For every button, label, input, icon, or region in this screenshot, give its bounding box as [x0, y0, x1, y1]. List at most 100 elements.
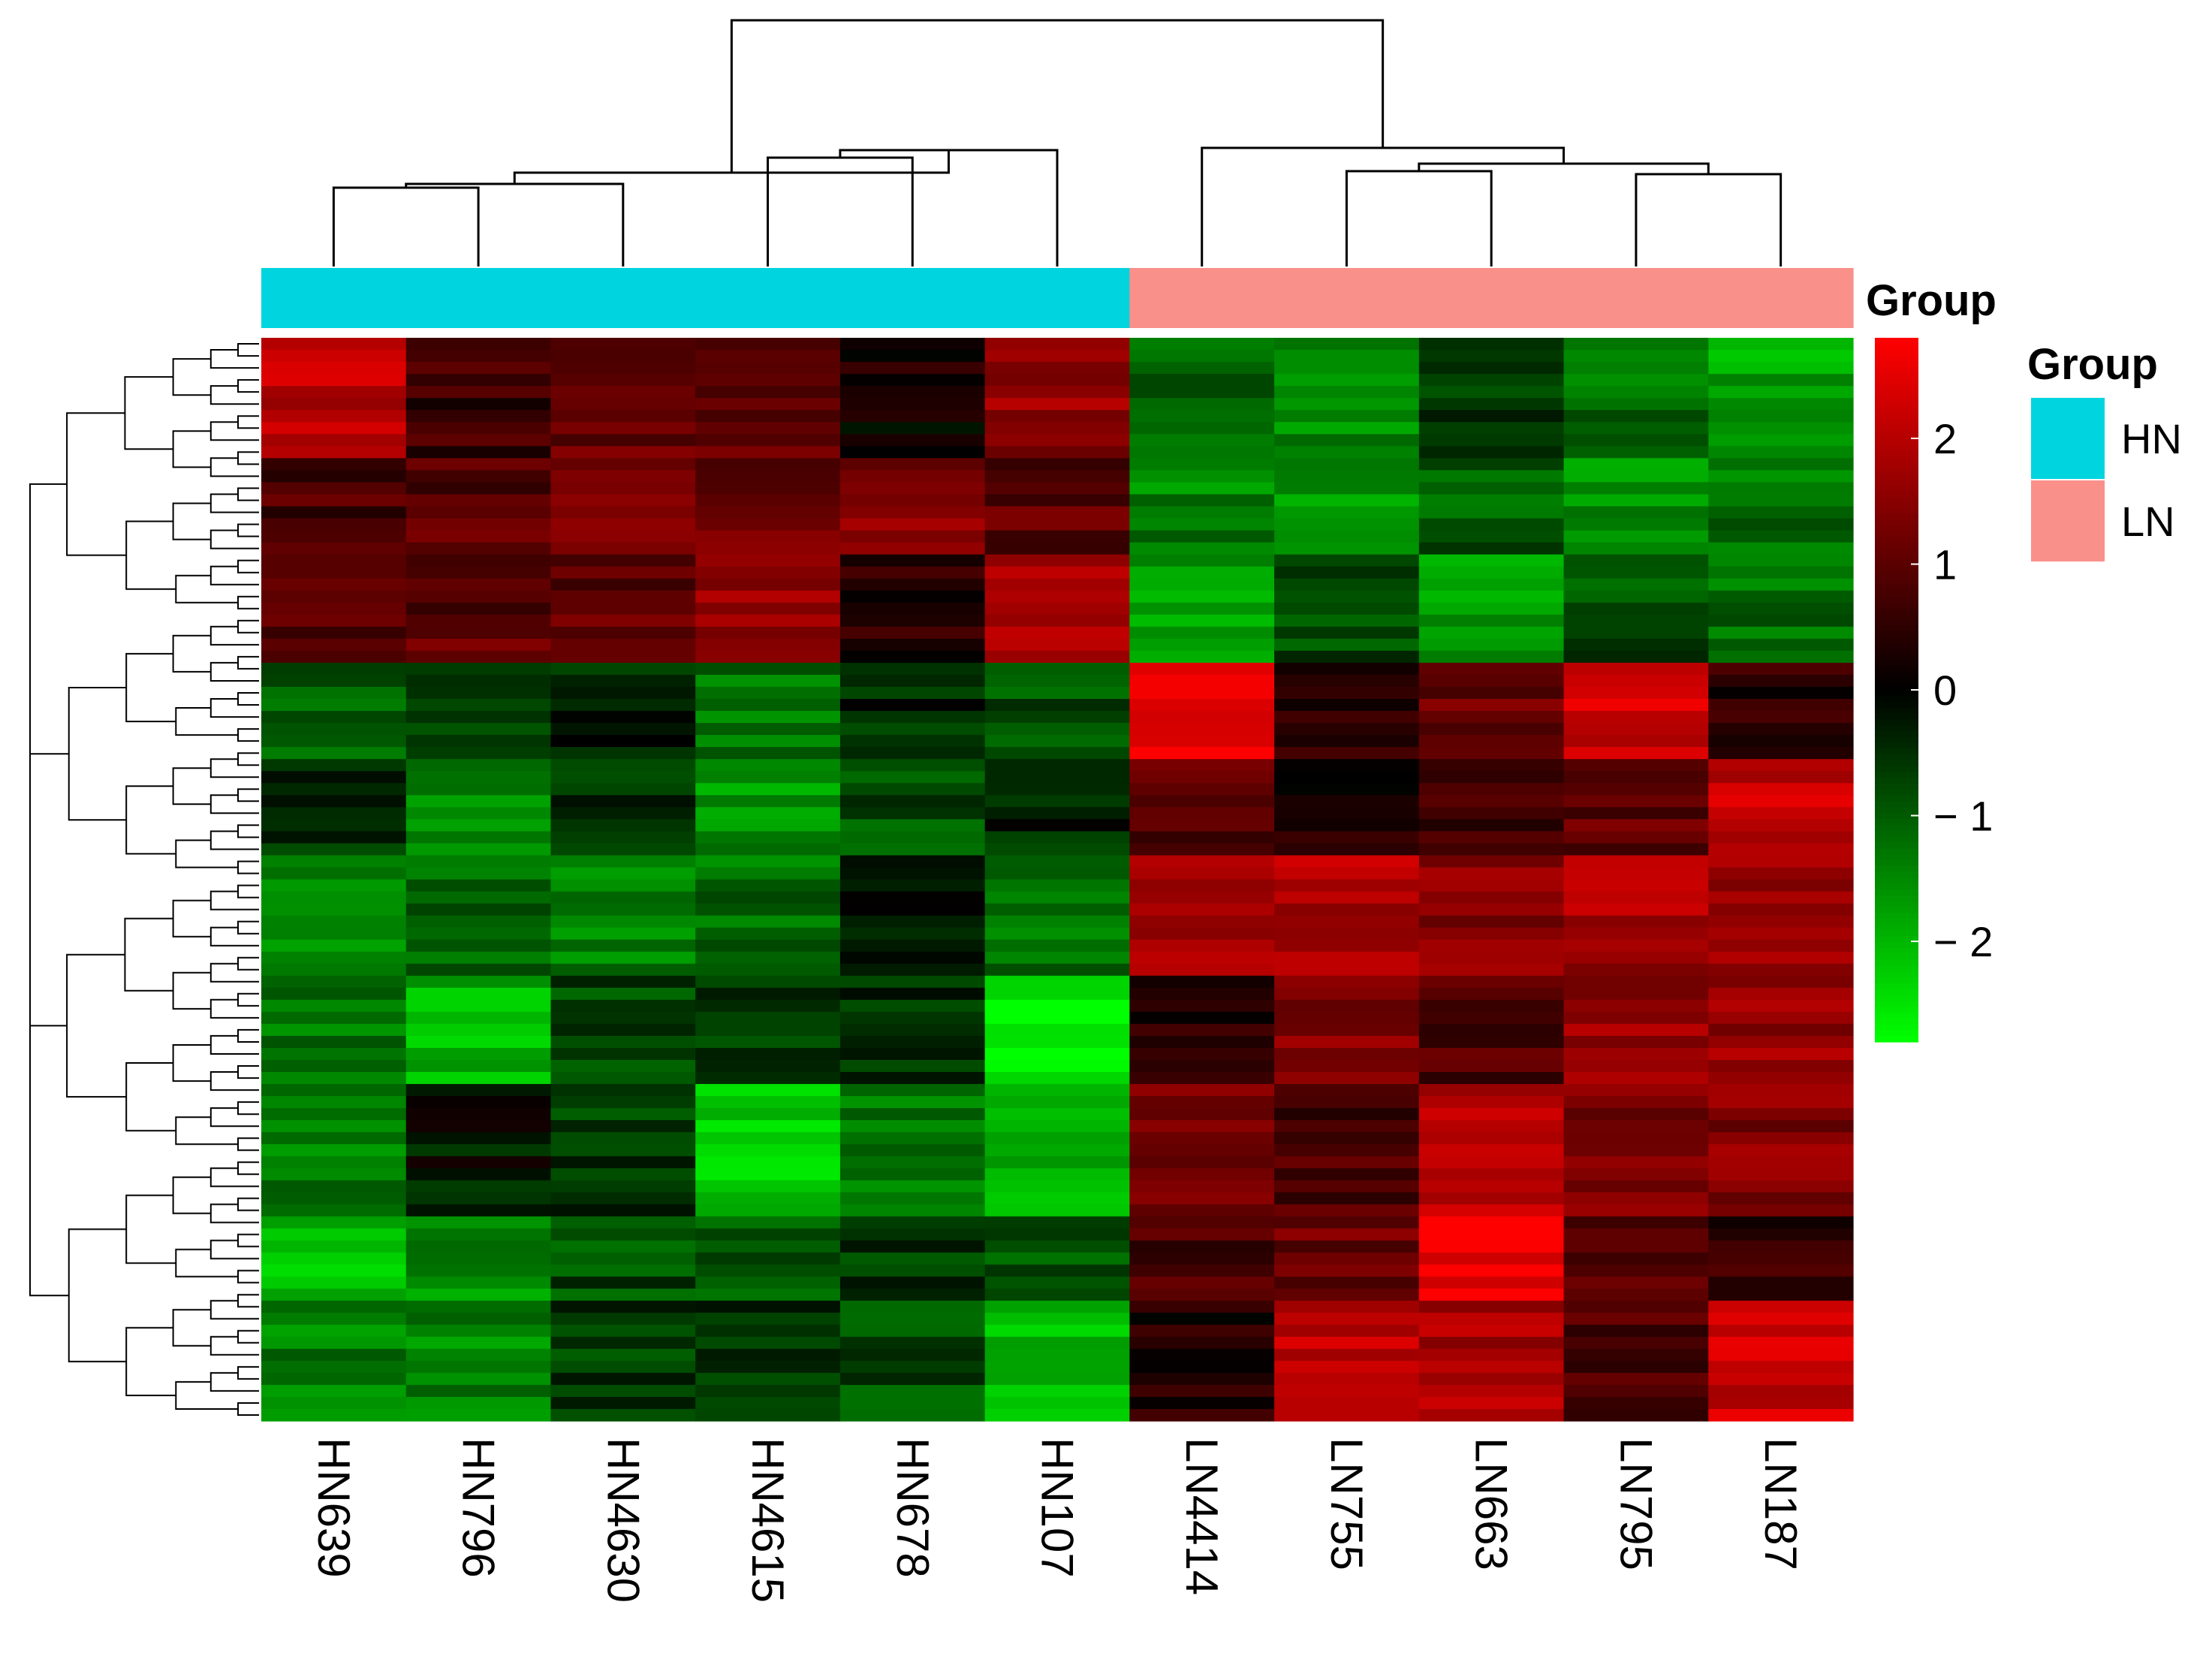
heatmap-cell [550, 771, 696, 784]
heatmap-cell [984, 338, 1130, 351]
color-scale-step [1875, 478, 1918, 486]
heatmap-cell [695, 1336, 841, 1350]
dendrogram-branch [209, 794, 259, 814]
heatmap-cell [1274, 1372, 1420, 1386]
heatmap-cell [695, 1060, 841, 1073]
heatmap-cell [839, 1120, 986, 1133]
color-scale-step [1875, 813, 1918, 820]
heatmap-cell [405, 939, 552, 953]
color-scale-step [1875, 426, 1918, 432]
heatmap-cell [984, 530, 1130, 543]
heatmap-cell [405, 1192, 552, 1205]
color-scale-step [1875, 736, 1918, 743]
color-scale-step [1875, 730, 1918, 738]
heatmap-cell [1274, 446, 1420, 459]
heatmap-cell [1563, 963, 1709, 977]
heatmap-cell [1418, 410, 1565, 423]
sample-label: HN796 [454, 1438, 504, 1578]
heatmap-cell [1708, 951, 1854, 965]
heatmap-cell [984, 903, 1130, 917]
heatmap-cell [1274, 747, 1420, 760]
color-scale-step [1875, 977, 1918, 984]
dendrogram-branch [209, 890, 259, 911]
color-scale-tick-label: 0 [1933, 667, 1957, 714]
color-scale-step [1875, 484, 1918, 491]
heatmap-cell [1129, 891, 1275, 905]
heatmap-cell [1563, 735, 1709, 748]
heatmap-cell [1708, 1144, 1854, 1157]
heatmap-cell [1129, 1023, 1275, 1037]
heatmap-cell [1708, 1060, 1854, 1073]
heatmap-cell [839, 578, 986, 592]
heatmap-cell [1418, 350, 1565, 363]
heatmap-cell [1274, 542, 1420, 555]
dendrogram-branch [209, 698, 259, 718]
heatmap-cell [1129, 747, 1275, 760]
heatmap-cell [984, 1023, 1130, 1037]
heatmap-cell [1563, 530, 1709, 543]
heatmap-cell [1129, 1372, 1275, 1386]
heatmap-cell [261, 434, 407, 447]
heatmap-cell [1708, 1300, 1854, 1314]
color-scale-step [1875, 367, 1918, 374]
group-bar-segment [1563, 268, 1709, 328]
heatmap-cell [1708, 506, 1854, 519]
color-scale-step [1875, 701, 1918, 709]
heatmap-cell [1274, 999, 1420, 1013]
heatmap-cell [1274, 350, 1420, 363]
heatmap-cell [695, 1348, 841, 1362]
heatmap-cell [1274, 1204, 1420, 1218]
heatmap-cell [550, 470, 696, 483]
heatmap-cell [1418, 747, 1565, 760]
heatmap-cell [261, 1084, 407, 1097]
sample-label: HN107 [1032, 1438, 1083, 1578]
heatmap-cell [839, 1192, 986, 1205]
heatmap-cell [1274, 951, 1420, 965]
heatmap-cell [1418, 1408, 1565, 1422]
heatmap-cell [695, 434, 841, 447]
heatmap-cell [405, 542, 552, 555]
heatmap-cell [1418, 1132, 1565, 1145]
heatmap-cell [1708, 831, 1854, 844]
heatmap-cell [261, 638, 407, 652]
heatmap-cell [695, 1192, 841, 1205]
heatmap-cell [261, 1072, 407, 1085]
heatmap-cell [1418, 1120, 1565, 1133]
heatmap-cell [1129, 855, 1275, 869]
heatmap-cell [1418, 843, 1565, 857]
heatmap-cell [261, 1240, 407, 1254]
heatmap-cell [984, 422, 1130, 435]
color-scale-step [1875, 531, 1918, 538]
heatmap-cell [839, 1144, 986, 1157]
dendrogram-branch [68, 1228, 127, 1362]
color-scale-step [1875, 959, 1918, 966]
color-scale-step [1875, 1030, 1918, 1037]
heatmap-cell [984, 1240, 1130, 1254]
heatmap-cell [695, 819, 841, 832]
heatmap-cell [1418, 1252, 1565, 1266]
heatmap-cell [1129, 1288, 1275, 1302]
heatmap-cell [261, 903, 407, 917]
heatmap-cell [405, 650, 552, 664]
heatmap-cell [1129, 1035, 1275, 1049]
heatmap-cell [1708, 855, 1854, 869]
heatmap-cell [550, 747, 696, 760]
heatmap-cell [695, 903, 841, 917]
color-scale-step [1875, 519, 1918, 526]
heatmap-cell [839, 602, 986, 616]
heatmap-cell [1563, 1396, 1709, 1410]
group-bar-segment [1708, 268, 1854, 328]
color-scale-step [1875, 795, 1918, 802]
heatmap-cell [1418, 1023, 1565, 1037]
color-scale-step [1875, 619, 1918, 626]
heatmap-cell [1129, 458, 1275, 471]
heatmap-cell [1708, 566, 1854, 580]
heatmap-cell [839, 1276, 986, 1290]
heatmap-cell [1708, 747, 1854, 760]
heatmap-cell [695, 1180, 841, 1193]
heatmap-cell [839, 783, 986, 796]
heatmap-cell [1563, 1035, 1709, 1049]
heatmap-cell [1708, 650, 1854, 664]
heatmap-cell [1708, 783, 1854, 796]
heatmap-cell [405, 1396, 552, 1410]
